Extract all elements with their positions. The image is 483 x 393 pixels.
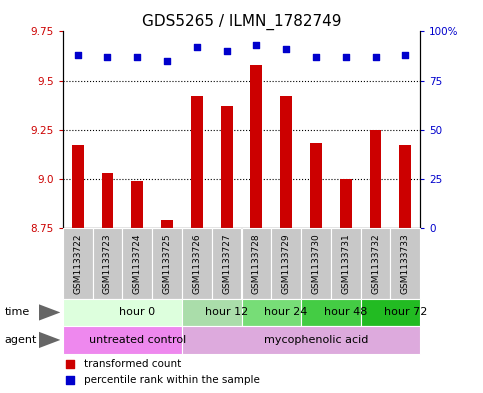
Text: agent: agent	[5, 335, 37, 345]
Point	[104, 54, 112, 60]
Bar	[221, 106, 233, 228]
Bar	[242, 299, 301, 326]
Bar	[182, 326, 420, 354]
Bar	[122, 228, 152, 299]
Text: hour 72: hour 72	[384, 307, 427, 318]
Point	[223, 48, 230, 54]
Text: mycophenolic acid: mycophenolic acid	[264, 335, 368, 345]
Text: untreated control: untreated control	[88, 335, 186, 345]
Bar	[152, 228, 182, 299]
Text: GSM1133730: GSM1133730	[312, 233, 320, 294]
Point	[372, 54, 380, 60]
Bar	[361, 228, 390, 299]
Bar	[301, 228, 331, 299]
Text: GSM1133732: GSM1133732	[371, 233, 380, 294]
Bar	[63, 326, 182, 354]
Text: time: time	[5, 307, 30, 318]
Bar	[390, 228, 420, 299]
Bar	[361, 299, 420, 326]
Point	[253, 42, 260, 48]
Text: GSM1133725: GSM1133725	[163, 233, 171, 294]
Bar	[310, 143, 322, 228]
Bar	[331, 228, 361, 299]
Text: GSM1133723: GSM1133723	[103, 233, 112, 294]
Bar	[191, 96, 203, 228]
Text: hour 12: hour 12	[205, 307, 248, 318]
Text: GSM1133727: GSM1133727	[222, 233, 231, 294]
Bar	[72, 145, 84, 228]
Bar	[242, 228, 271, 299]
Text: GSM1133722: GSM1133722	[73, 233, 82, 294]
Bar	[131, 181, 143, 228]
Point	[163, 58, 171, 64]
Text: GSM1133724: GSM1133724	[133, 233, 142, 294]
Bar	[212, 228, 242, 299]
Bar	[280, 96, 292, 228]
Bar	[63, 299, 182, 326]
Point	[282, 46, 290, 52]
Text: GSM1133729: GSM1133729	[282, 233, 291, 294]
Text: GSM1133731: GSM1133731	[341, 233, 350, 294]
Point	[342, 54, 350, 60]
Bar	[301, 299, 361, 326]
Text: percentile rank within the sample: percentile rank within the sample	[84, 375, 260, 385]
Text: GSM1133733: GSM1133733	[401, 233, 410, 294]
Bar	[93, 228, 122, 299]
Bar	[63, 228, 93, 299]
Bar	[399, 145, 412, 228]
Bar	[161, 220, 173, 228]
Text: GSM1133726: GSM1133726	[192, 233, 201, 294]
Point	[193, 44, 201, 50]
Bar	[340, 179, 352, 228]
Point	[312, 54, 320, 60]
Polygon shape	[39, 332, 60, 348]
Polygon shape	[39, 304, 60, 321]
Bar	[271, 228, 301, 299]
Text: hour 48: hour 48	[324, 307, 368, 318]
Title: GDS5265 / ILMN_1782749: GDS5265 / ILMN_1782749	[142, 14, 341, 30]
Bar	[182, 228, 212, 299]
Text: GSM1133728: GSM1133728	[252, 233, 261, 294]
Text: transformed count: transformed count	[84, 359, 182, 369]
Bar	[251, 65, 262, 228]
Point	[66, 377, 74, 384]
Text: hour 0: hour 0	[119, 307, 156, 318]
Point	[401, 52, 409, 58]
Point	[66, 361, 74, 367]
Text: hour 24: hour 24	[265, 307, 308, 318]
Point	[74, 52, 82, 58]
Bar	[101, 173, 114, 228]
Bar	[369, 130, 382, 228]
Point	[133, 54, 141, 60]
Bar	[182, 299, 242, 326]
